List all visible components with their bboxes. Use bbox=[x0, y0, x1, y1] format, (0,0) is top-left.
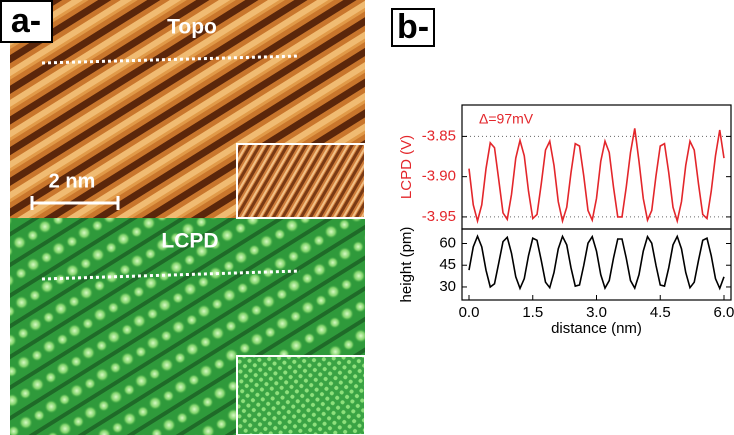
x-axis-label: distance (nm) bbox=[551, 320, 642, 337]
x-tick-label: 4.5 bbox=[650, 304, 671, 321]
y-axis-label: height (pm) bbox=[398, 227, 415, 303]
profile-line bbox=[41, 269, 301, 281]
data-line bbox=[468, 234, 725, 291]
panel-label: a- bbox=[11, 2, 41, 40]
y-tick-label: 30 bbox=[439, 278, 456, 295]
y-tick-label: -3.85 bbox=[422, 127, 456, 144]
profile-line bbox=[41, 54, 301, 65]
data-line bbox=[468, 128, 725, 225]
x-tick-label: 0.0 bbox=[459, 304, 480, 321]
panel-label-box bbox=[391, 8, 435, 47]
y-axis-label: LCPD (V) bbox=[398, 135, 415, 199]
y-tick-label: 60 bbox=[439, 234, 456, 251]
panel-label-box bbox=[0, 0, 53, 43]
plot-frame bbox=[461, 228, 732, 301]
scale-label: 2 nm bbox=[49, 170, 96, 192]
panel-a: 2 nm Topo LCPD a- bbox=[0, 0, 366, 435]
panel-b: -3.85 -3.90 -3.95 LCPD (V) Δ=97mV 30 45 60 0.0 1.… bbox=[398, 104, 734, 337]
image-label: Topo bbox=[167, 16, 217, 39]
annotation: Δ=97mV bbox=[479, 111, 534, 127]
panel-label: b- bbox=[397, 8, 429, 46]
y-tick-label: -3.90 bbox=[422, 168, 456, 185]
lcpd-inset bbox=[236, 355, 366, 435]
x-tick-label: 3.0 bbox=[586, 304, 607, 321]
x-tick-label: 6.0 bbox=[714, 304, 734, 321]
image-label: LCPD bbox=[161, 230, 218, 253]
y-tick-label: -3.95 bbox=[422, 208, 456, 225]
x-tick-label: 1.5 bbox=[522, 304, 543, 321]
topo-inset bbox=[236, 143, 366, 219]
y-tick-label: 45 bbox=[439, 256, 456, 273]
